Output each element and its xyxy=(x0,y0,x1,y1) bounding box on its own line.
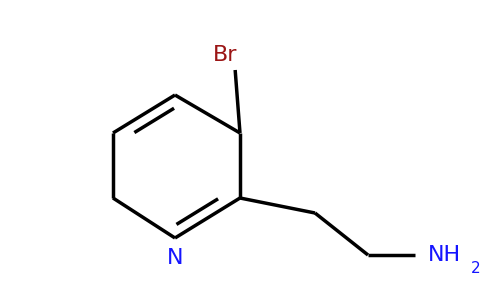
Text: NH: NH xyxy=(427,245,461,265)
Text: Br: Br xyxy=(213,45,237,65)
Text: 2: 2 xyxy=(470,261,480,276)
Text: N: N xyxy=(167,248,183,268)
